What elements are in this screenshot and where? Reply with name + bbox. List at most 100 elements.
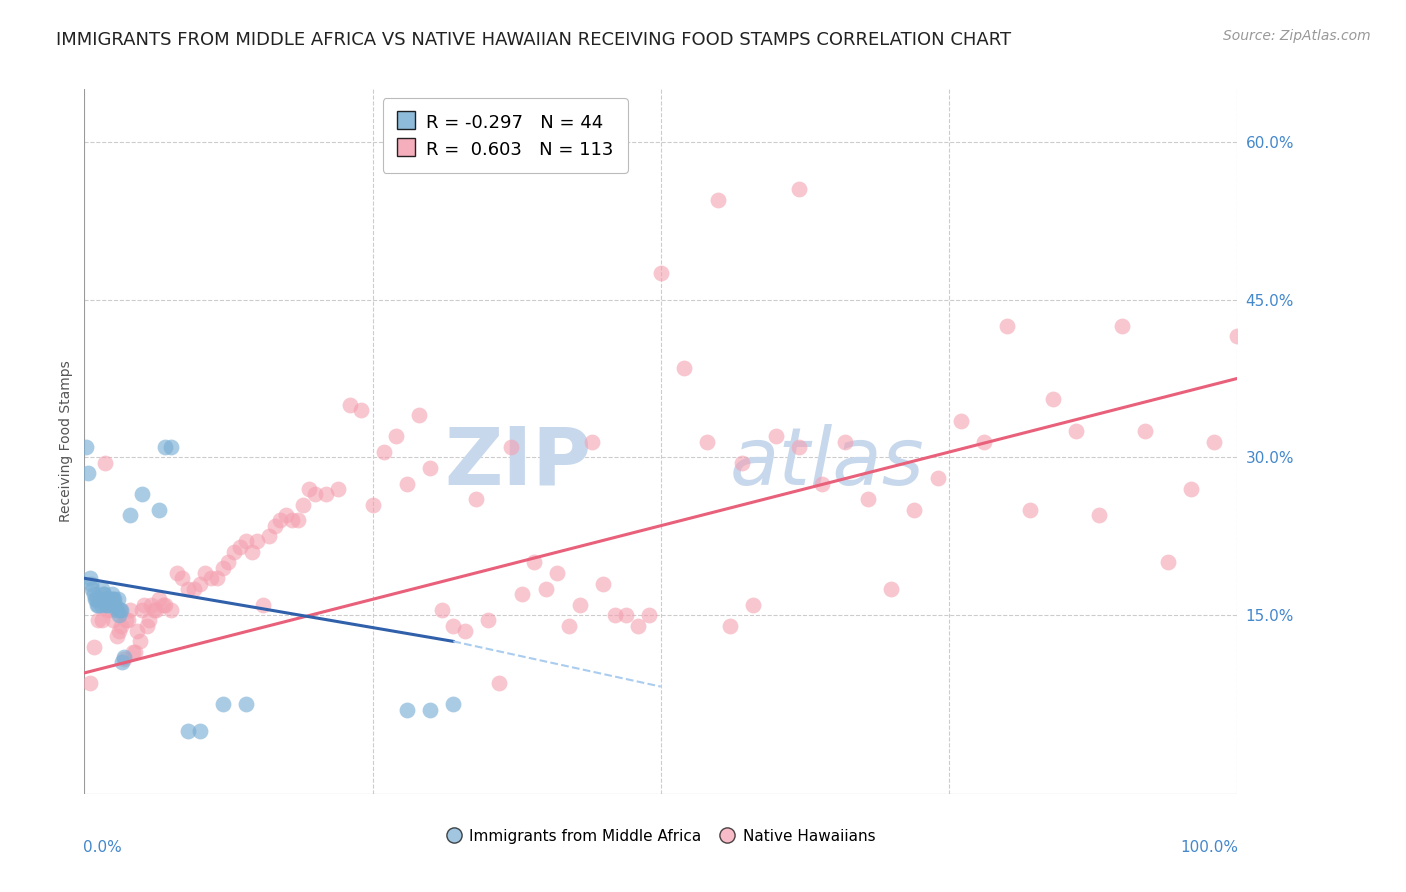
Text: Source: ZipAtlas.com: Source: ZipAtlas.com — [1223, 29, 1371, 43]
Point — [121, 645, 143, 659]
Point — [105, 629, 128, 643]
Point — [205, 571, 228, 585]
Point — [98, 603, 121, 617]
Point — [488, 676, 510, 690]
Point — [107, 592, 129, 607]
Point — [160, 603, 183, 617]
Point — [82, 582, 104, 596]
Point — [650, 266, 672, 280]
Point — [1111, 318, 1133, 333]
Point — [581, 434, 603, 449]
Point — [110, 603, 132, 617]
Point — [949, 413, 972, 427]
Point — [477, 613, 499, 627]
Point — [298, 482, 321, 496]
Point — [211, 560, 233, 574]
Point — [135, 618, 157, 632]
Point — [153, 598, 176, 612]
Point — [98, 598, 121, 612]
Point — [696, 434, 718, 449]
Point — [166, 566, 188, 580]
Point — [995, 318, 1018, 333]
Point — [160, 440, 183, 454]
Y-axis label: Receiving Food Stamps: Receiving Food Stamps — [59, 360, 73, 523]
Point — [240, 545, 263, 559]
Point — [546, 566, 568, 580]
Point — [512, 587, 534, 601]
Point — [145, 603, 167, 617]
Point — [315, 487, 337, 501]
Point — [120, 603, 142, 617]
Point — [108, 608, 131, 623]
Point — [103, 613, 124, 627]
Point — [430, 603, 453, 617]
Point — [91, 587, 114, 601]
Point — [880, 582, 903, 596]
Point — [257, 529, 280, 543]
Point — [172, 571, 194, 585]
Point — [523, 556, 546, 570]
Point — [557, 618, 579, 632]
Point — [534, 582, 557, 596]
Point — [75, 440, 97, 454]
Point — [1133, 424, 1156, 438]
Point — [765, 429, 787, 443]
Point — [292, 498, 315, 512]
Point — [903, 503, 925, 517]
Point — [104, 598, 127, 612]
Point — [112, 652, 135, 666]
Point — [419, 460, 441, 475]
Point — [927, 471, 949, 485]
Point — [127, 624, 149, 638]
Point — [441, 698, 464, 712]
Point — [80, 576, 103, 591]
Point — [252, 598, 274, 612]
Point — [627, 618, 650, 632]
Point — [131, 487, 153, 501]
Point — [1157, 556, 1180, 570]
Point — [973, 434, 995, 449]
Point — [105, 603, 128, 617]
Point — [96, 603, 118, 617]
Point — [281, 513, 304, 527]
Point — [100, 592, 122, 607]
Point — [707, 193, 730, 207]
Point — [188, 576, 211, 591]
Point — [638, 608, 661, 623]
Point — [148, 503, 170, 517]
Point — [90, 582, 112, 596]
Point — [1018, 503, 1040, 517]
Point — [188, 723, 211, 738]
Point — [858, 492, 880, 507]
Point — [373, 445, 395, 459]
Point — [730, 456, 752, 470]
Point — [96, 598, 118, 612]
Point — [235, 534, 257, 549]
Point — [120, 508, 142, 523]
Point — [108, 624, 131, 638]
Point — [94, 592, 117, 607]
Point — [79, 571, 101, 585]
Point — [396, 476, 419, 491]
Point — [361, 498, 384, 512]
Point — [152, 598, 174, 612]
Point — [1180, 482, 1202, 496]
Point — [408, 409, 430, 423]
Legend: Immigrants from Middle Africa, Native Hawaiians: Immigrants from Middle Africa, Native Ha… — [440, 822, 882, 850]
Point — [614, 608, 637, 623]
Point — [87, 613, 110, 627]
Point — [89, 592, 111, 607]
Point — [224, 545, 246, 559]
Point — [76, 466, 98, 480]
Point — [603, 608, 626, 623]
Point — [86, 598, 108, 612]
Point — [117, 613, 139, 627]
Point — [326, 482, 349, 496]
Point — [287, 513, 309, 527]
Point — [93, 587, 115, 601]
Point — [787, 440, 810, 454]
Point — [110, 618, 132, 632]
Point — [1088, 508, 1111, 523]
Point — [672, 360, 695, 375]
Point — [350, 403, 373, 417]
